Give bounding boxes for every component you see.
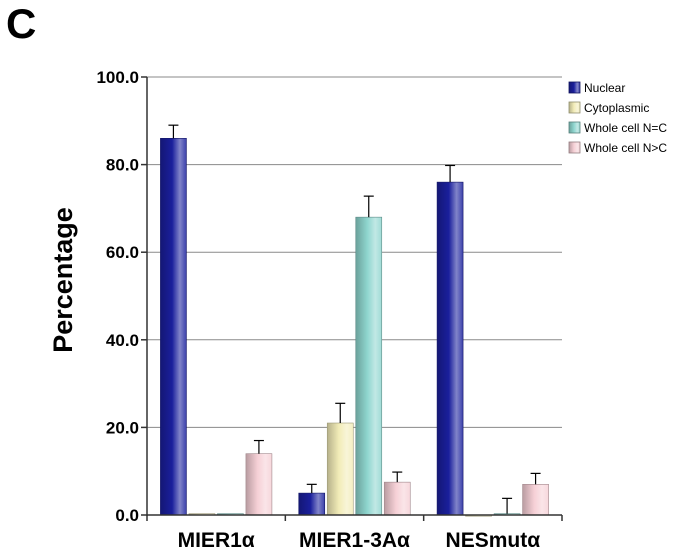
panel-label: C bbox=[6, 0, 37, 47]
bar bbox=[160, 138, 187, 516]
y-tick-labels: 0.0 20.0 40.0 60.0 80.0 100.0 bbox=[96, 68, 139, 525]
y-tick-label: 40.0 bbox=[106, 331, 139, 350]
legend-label: Whole cell N=C bbox=[584, 121, 667, 135]
y-tick-label: 80.0 bbox=[106, 156, 139, 175]
legend-swatch bbox=[568, 101, 581, 114]
bar bbox=[245, 453, 273, 516]
y-tick-label: 20.0 bbox=[106, 418, 139, 437]
legend: Nuclear Cytoplasmic Whole cell N=C Whole ce… bbox=[568, 81, 667, 155]
legend-swatch bbox=[568, 121, 581, 134]
legend-label: Nuclear bbox=[584, 81, 625, 95]
y-axis-label: Percentage bbox=[48, 207, 78, 353]
legend-swatch bbox=[568, 81, 581, 94]
bar bbox=[383, 481, 411, 516]
bar bbox=[436, 181, 464, 516]
x-category-label: NESmutα bbox=[446, 529, 541, 552]
bar bbox=[326, 422, 354, 516]
legend-swatch bbox=[568, 141, 581, 154]
bar bbox=[298, 492, 326, 516]
x-category-labels: MIER1α MIER1-3Aα NESmutα bbox=[178, 529, 541, 552]
x-category-label: MIER1-3Aα bbox=[299, 529, 410, 552]
bars bbox=[160, 138, 549, 517]
axes bbox=[141, 76, 563, 521]
x-category-label: MIER1α bbox=[178, 529, 255, 552]
gridlines bbox=[147, 76, 562, 428]
error-bars bbox=[168, 124, 541, 514]
y-tick-label: 100.0 bbox=[96, 68, 139, 87]
bar bbox=[522, 484, 549, 516]
legend-label: Cytoplasmic bbox=[584, 101, 649, 115]
y-tick-label: 0.0 bbox=[115, 506, 139, 525]
y-tick-label: 60.0 bbox=[106, 243, 139, 262]
bar bbox=[355, 216, 383, 516]
legend-label: Whole cell N>C bbox=[584, 141, 667, 155]
